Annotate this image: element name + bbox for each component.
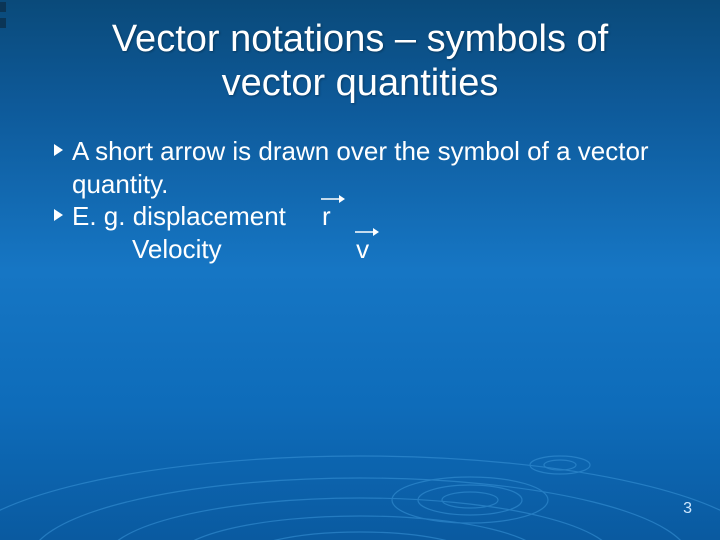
bullet-item: A short arrow is drawn over the symbol o… [52, 135, 672, 200]
ripple-decoration [0, 350, 720, 540]
vector-arrow-icon [320, 192, 346, 204]
example-label: displacement [133, 201, 286, 231]
slide-body: A short arrow is drawn over the symbol o… [0, 105, 720, 265]
title-line-2: vector quantities [222, 62, 499, 104]
title-line-1: Vector notations – symbols of [112, 18, 608, 60]
chevron-right-icon [52, 208, 66, 222]
vector-symbol: v [356, 233, 388, 266]
slide-title: Vector notations – symbols of vector qua… [0, 0, 720, 105]
vector-symbol: r [322, 200, 354, 233]
page-number: 3 [683, 500, 692, 518]
sub-label: Velocity [132, 234, 222, 264]
vector-letter: r [322, 201, 331, 231]
slide: Vector notations – symbols of vector qua… [0, 0, 720, 540]
vector-letter: v [356, 234, 369, 264]
eg-prefix: E. g. [72, 201, 133, 231]
chevron-right-icon [52, 143, 66, 157]
left-edge-artifact [0, 0, 10, 40]
vector-arrow-icon [354, 225, 380, 237]
sub-line: Velocity v [132, 233, 672, 266]
bullet-text: A short arrow is drawn over the symbol o… [72, 135, 672, 200]
